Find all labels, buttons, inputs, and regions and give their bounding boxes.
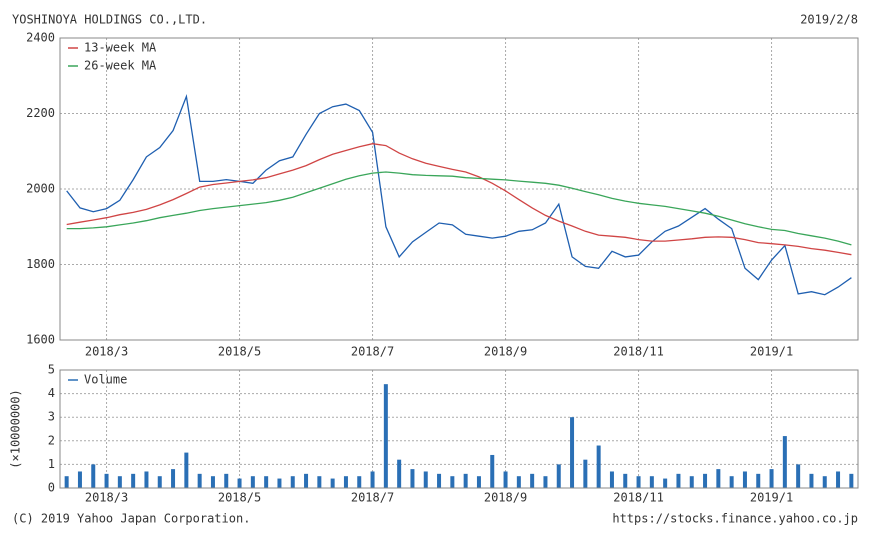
volume-bar	[317, 476, 322, 488]
volume-bar	[782, 436, 787, 488]
volume-bar	[437, 473, 442, 488]
x-tick-label: 2018/7	[351, 491, 394, 505]
volume-bar	[636, 476, 641, 488]
x-tick-label: 2018/9	[484, 345, 527, 359]
volume-bar	[290, 476, 295, 488]
volume-bar	[157, 476, 162, 488]
y-tick-label: 4	[48, 386, 55, 400]
price-line	[66, 143, 852, 256]
y-tick-label: 3	[48, 410, 55, 424]
volume-bar	[210, 476, 215, 488]
volume-bar	[716, 469, 721, 488]
volume-bar	[277, 478, 282, 488]
legend-label: 26-week MA	[84, 59, 157, 73]
x-tick-label: 2018/5	[218, 491, 261, 505]
x-tick-label: 2018/7	[351, 345, 394, 359]
volume-bar	[649, 476, 654, 488]
volume-bar	[516, 476, 521, 488]
volume-bar	[530, 473, 535, 488]
volume-bar	[756, 473, 761, 488]
volume-bar	[450, 476, 455, 488]
plot-frame	[59, 37, 859, 341]
volume-bar	[729, 476, 734, 488]
volume-bar	[77, 471, 82, 488]
volume-bar	[131, 473, 136, 488]
volume-bar	[476, 476, 481, 488]
y-tick-label: 1600	[26, 333, 55, 347]
volume-bar	[623, 473, 628, 488]
volume-bar	[184, 452, 189, 488]
volume-bar	[689, 476, 694, 488]
volume-bar	[237, 478, 242, 488]
volume-bar	[849, 473, 854, 488]
volume-bar	[809, 473, 814, 488]
volume-bar	[304, 473, 309, 488]
volume-bar	[556, 464, 561, 488]
volume-bar	[330, 478, 335, 488]
x-tick-label: 2019/1	[750, 491, 793, 505]
volume-bar	[583, 459, 588, 488]
volume-bar	[197, 473, 202, 488]
volume-bar	[383, 384, 388, 488]
source-url: https://stocks.finance.yahoo.co.jp	[612, 512, 858, 526]
volume-bar	[822, 476, 827, 488]
volume-bar	[104, 473, 109, 488]
price-line	[66, 94, 852, 296]
volume-bar	[796, 464, 801, 488]
volume-bar	[423, 471, 428, 488]
volume-bar	[836, 471, 841, 488]
volume-bar	[742, 471, 747, 488]
x-tick-label: 2018/11	[613, 491, 664, 505]
x-tick-label: 2019/1	[750, 345, 793, 359]
volume-bar	[410, 469, 415, 488]
volume-bar	[397, 459, 402, 488]
x-tick-label: 2018/3	[85, 345, 128, 359]
volume-bar	[503, 471, 508, 488]
volume-bar	[250, 476, 255, 488]
chart-date: 2019/2/8	[800, 13, 858, 27]
volume-bar	[570, 417, 575, 488]
y-tick-label: 2	[48, 433, 55, 447]
volume-bar	[370, 471, 375, 488]
y-tick-label: 2000	[26, 182, 55, 196]
y-tick-label: 1	[48, 457, 55, 471]
legend-label: 13-week MA	[84, 41, 157, 55]
y-tick-label: 1800	[26, 257, 55, 271]
plot-frame	[59, 369, 859, 489]
volume-bar	[64, 476, 69, 488]
x-tick-label: 2018/11	[613, 345, 664, 359]
volume-bar	[543, 476, 548, 488]
volume-bar	[91, 464, 96, 488]
y-tick-label: 0	[48, 481, 55, 495]
volume-bar	[224, 473, 229, 488]
volume-bar	[769, 469, 774, 488]
y-tick-label: 5	[48, 363, 55, 377]
volume-bar	[117, 476, 122, 488]
y-axis-label: (×10000000)	[9, 389, 23, 468]
x-tick-label: 2018/5	[218, 345, 261, 359]
volume-bar	[676, 473, 681, 488]
company-name: YOSHINOYA HOLDINGS CO.,LTD.	[12, 13, 207, 27]
volume-bar	[357, 476, 362, 488]
volume-bar	[596, 445, 601, 488]
volume-bar	[663, 478, 668, 488]
y-tick-label: 2200	[26, 106, 55, 120]
volume-bar	[703, 473, 708, 488]
x-tick-label: 2018/9	[484, 491, 527, 505]
volume-bar	[144, 471, 149, 488]
copyright: (C) 2019 Yahoo Japan Corporation.	[12, 512, 250, 526]
legend-label: Volume	[84, 373, 127, 387]
volume-bar	[609, 471, 614, 488]
volume-bar	[264, 476, 269, 488]
volume-bar	[490, 454, 495, 488]
price-line	[66, 171, 852, 246]
volume-bar	[171, 469, 176, 488]
volume-bar	[343, 476, 348, 488]
y-tick-label: 2400	[26, 31, 55, 45]
x-tick-label: 2018/3	[85, 491, 128, 505]
volume-bar	[463, 473, 468, 488]
